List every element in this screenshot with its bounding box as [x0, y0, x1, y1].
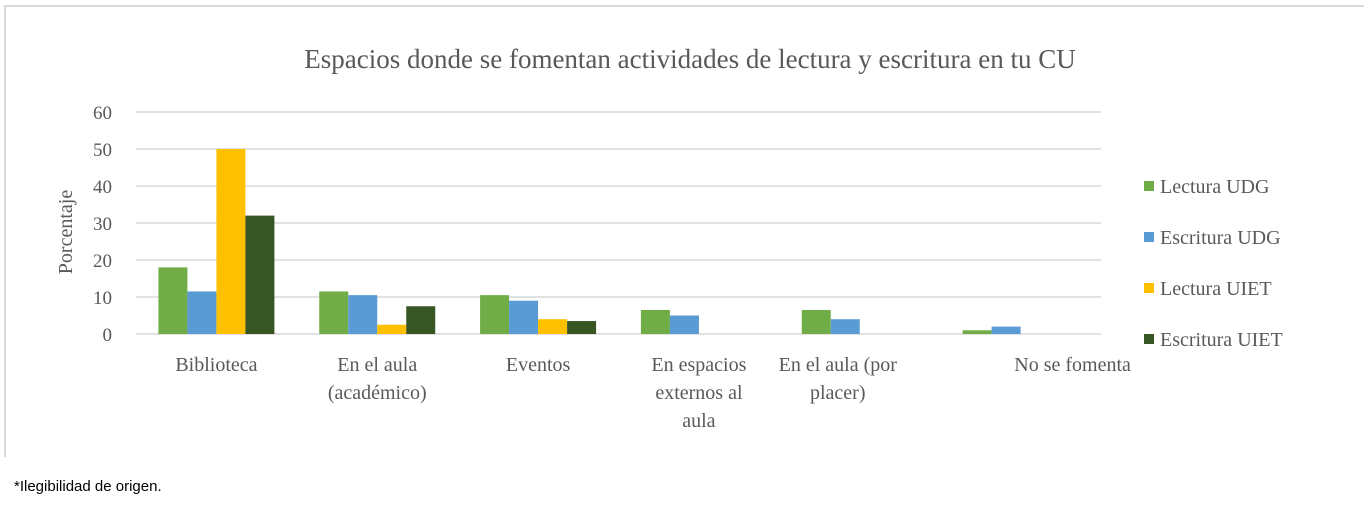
- x-category-label: Biblioteca: [175, 354, 257, 376]
- bar: [377, 324, 407, 334]
- y-tick-label: 0: [103, 325, 113, 346]
- bar: [216, 149, 246, 334]
- y-tick-label: 10: [93, 288, 112, 309]
- bar-chart: Espacios donde se fomentan actividades d…: [55, 44, 1283, 432]
- y-tick-label: 60: [93, 103, 112, 124]
- bars: [158, 149, 1021, 334]
- x-category-label: En el aula: [337, 354, 417, 376]
- legend-swatch: [1144, 181, 1154, 191]
- bar: [567, 321, 597, 334]
- legend-swatch: [1144, 283, 1154, 293]
- bar: [991, 326, 1021, 334]
- y-axis-label: Porcentaje: [55, 190, 77, 275]
- bar: [538, 319, 568, 334]
- legend-entry: Lectura UDG: [1160, 176, 1269, 198]
- bar: [348, 295, 378, 334]
- bar: [640, 309, 670, 334]
- footnote: *Ilegibilidad de origen.: [14, 478, 162, 495]
- y-axis-ticks: 0 10 20 30 40 50 60: [93, 103, 112, 346]
- x-category-label: No se fomenta: [1014, 354, 1131, 376]
- x-category-label: En espacios: [651, 354, 746, 376]
- x-category-label: externos al: [655, 382, 743, 404]
- legend: Lectura UDG Escritura UDG Lectura UIET Escr…: [1144, 176, 1283, 351]
- bar: [509, 300, 539, 334]
- bar: [480, 295, 510, 334]
- x-category-label: Eventos: [506, 354, 571, 376]
- x-category-label: aula: [682, 410, 715, 432]
- y-tick-label: 20: [93, 251, 112, 272]
- x-category-label: En el aula (por: [779, 354, 898, 376]
- legend-entry: Escritura UIET: [1160, 329, 1283, 351]
- chart-frame: Espacios donde se fomentan actividades d…: [4, 5, 1364, 457]
- legend-entry: Lectura UIET: [1160, 278, 1272, 300]
- bar: [830, 319, 860, 334]
- x-axis-categories: Biblioteca En el aula (académico) Eventos En…: [175, 354, 1131, 432]
- legend-swatch: [1144, 334, 1154, 344]
- bar: [158, 267, 188, 334]
- gridlines: [136, 111, 1101, 335]
- bar: [801, 309, 831, 334]
- bar: [319, 291, 349, 334]
- y-tick-label: 30: [93, 214, 112, 235]
- bar: [187, 291, 217, 334]
- x-category-label: (académico): [328, 382, 427, 404]
- legend-entry: Escritura UDG: [1160, 227, 1281, 249]
- x-category-label: placer): [810, 382, 866, 404]
- y-tick-label: 50: [93, 140, 112, 161]
- bar: [962, 330, 992, 334]
- bar: [406, 306, 436, 334]
- bar: [669, 315, 699, 334]
- legend-swatch: [1144, 232, 1154, 242]
- y-tick-label: 40: [93, 177, 112, 198]
- bar: [245, 215, 275, 334]
- chart-title: Espacios donde se fomentan actividades d…: [304, 44, 1075, 74]
